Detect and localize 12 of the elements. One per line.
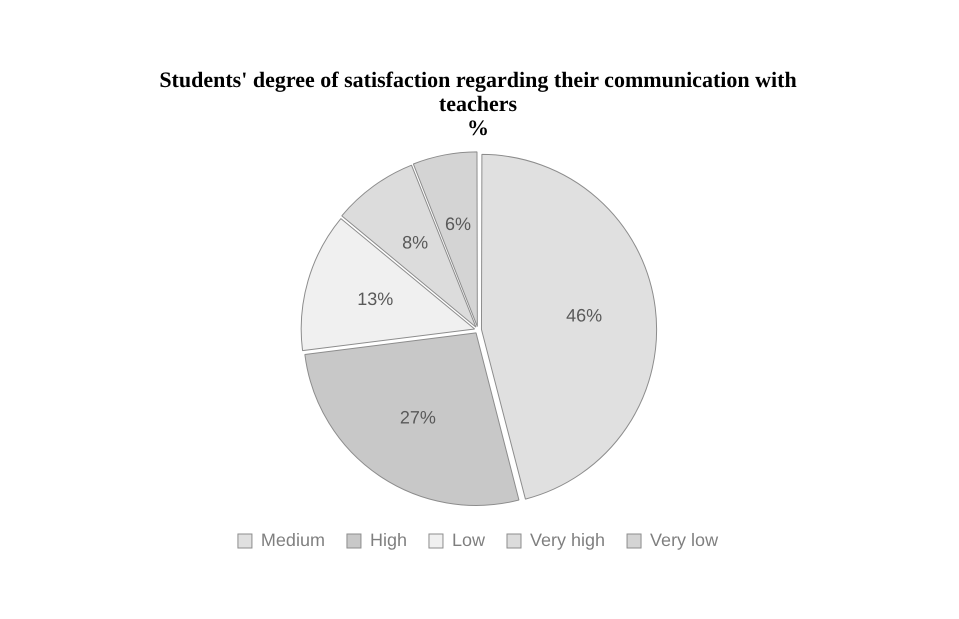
legend-label: Medium (260, 530, 325, 550)
data-label: 27% (400, 407, 436, 428)
legend-label: Very high (530, 530, 606, 550)
data-label: 8% (402, 232, 428, 252)
legend-label: Low (452, 530, 486, 550)
data-label: 6% (444, 214, 471, 234)
chart-title: Students' degree of satisfaction regarding their communication with teachers (158, 67, 798, 116)
legend-label: Very low (650, 530, 720, 550)
data-label: 13% (357, 289, 394, 310)
chart-subtitle: % (466, 115, 490, 140)
data-label: 46% (566, 306, 602, 326)
legend-label: High (370, 530, 407, 550)
